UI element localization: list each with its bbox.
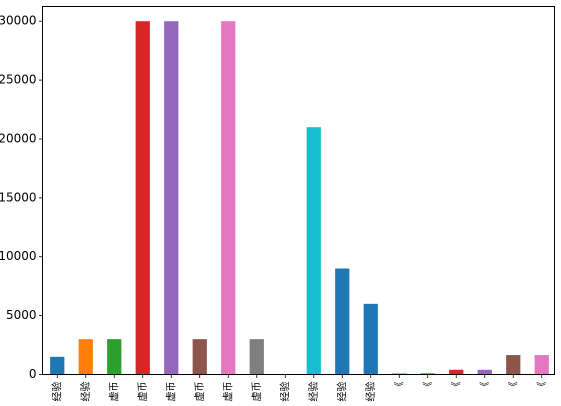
bar-3: [107, 339, 122, 375]
bar-15: [449, 369, 464, 375]
x-tick-label-13: 《: [393, 382, 405, 392]
y-tick-label-25000: 25000: [0, 73, 37, 87]
x-tick-label-7: 虚币: [222, 382, 234, 402]
bar-10: [306, 127, 321, 375]
bar-14: [420, 373, 435, 375]
bar-12: [363, 303, 378, 375]
bar-7: [221, 21, 236, 375]
x-tick-label-6: 虚币: [194, 382, 206, 402]
x-tick-label-2: 经验: [79, 382, 92, 402]
bar-2: [78, 339, 93, 375]
bar-5: [164, 21, 179, 375]
x-tick-label-12: 经验: [364, 382, 377, 402]
bar-1: [50, 356, 65, 375]
x-tick-label-14: 《: [422, 382, 434, 392]
y-tick-label-15000: 15000: [0, 190, 37, 204]
bar-11: [335, 268, 350, 375]
bar-18: [534, 355, 549, 375]
x-tick-label-4: 虚币: [137, 382, 149, 402]
plot-frame: [42, 6, 555, 375]
y-tick-label-30000: 30000: [0, 14, 37, 28]
x-tick-label-9: 经验: [278, 382, 291, 402]
bar-6: [192, 339, 207, 375]
bars-group: [50, 21, 549, 375]
y-tick-label-0: 0: [29, 367, 37, 381]
y-axis: 0 5000 10000 15000 20000 25000 30000: [0, 14, 43, 381]
x-tick-label-8: 虚币: [251, 382, 263, 402]
x-tick-label-16: 《: [479, 382, 491, 392]
x-tick-label-10: 经验: [307, 382, 320, 402]
x-tick-label-11: 经验: [335, 382, 348, 402]
y-tick-label-10000: 10000: [0, 249, 37, 263]
bar-17: [506, 355, 521, 375]
x-axis: 经验 经验 虚币 虚币 虚币 虚币 虚币 虚币 经验 经验 经验 经验《《《《《《: [50, 374, 548, 402]
y-tick-label-20000: 20000: [0, 131, 37, 145]
y-tick-label-5000: 5000: [6, 308, 37, 322]
x-tick-label-15: 《: [450, 382, 462, 392]
bar-8: [249, 339, 264, 375]
x-tick-label-17: 《: [507, 382, 519, 392]
x-tick-label-1: 经验: [50, 382, 63, 402]
x-tick-label-5: 虚币: [165, 382, 177, 402]
x-tick-label-3: 虚币: [108, 382, 120, 402]
x-tick-label-18: 《: [536, 382, 548, 392]
bar-16: [477, 369, 492, 375]
bar-13: [392, 373, 407, 375]
bar-4: [135, 21, 150, 375]
